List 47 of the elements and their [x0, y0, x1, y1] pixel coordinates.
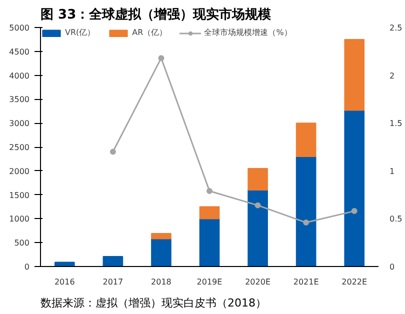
y-tick-label: 500: [14, 238, 30, 248]
y2-tick-label: 1.5: [390, 119, 402, 128]
x-tick-label: 2020E: [245, 278, 270, 286]
y2-tick-label: 0.5: [390, 214, 402, 224]
bar: [151, 238, 172, 266]
y-tick-label: 4500: [9, 47, 30, 56]
bar: [102, 256, 124, 266]
y2-tick-label: 0: [390, 262, 395, 272]
x-tick-label: 2017: [102, 278, 124, 286]
y-tick-label: 1000: [9, 214, 30, 224]
point: [158, 55, 164, 62]
bar: [199, 218, 220, 266]
bar: [296, 156, 316, 266]
x-tick-label: 2021E: [293, 278, 319, 286]
chart-title: 图 33：全球虚拟（增强）现实市场规模: [40, 6, 272, 22]
bar: [248, 190, 268, 266]
x-tick-label: 2019E: [196, 278, 222, 286]
source-note: 数据来源：虚拟（增强）现实白皮书（2018）: [40, 296, 266, 310]
y2-tick-label: 2.5: [390, 24, 402, 32]
y-tick-label: 3000: [9, 119, 30, 128]
legend-label: AR（亿）: [132, 27, 168, 38]
y-tick-label: 3500: [9, 95, 30, 104]
y2-tick-label: 1: [390, 166, 395, 176]
point: [351, 208, 358, 214]
bar: [151, 233, 172, 240]
y-tick-label: 5000: [9, 24, 30, 32]
y-tick-label: 4000: [9, 71, 30, 80]
bar: [199, 206, 220, 220]
point: [254, 202, 261, 208]
y-tick-label: 0: [24, 262, 30, 272]
y-tick-label: 2000: [9, 166, 30, 176]
point: [303, 220, 310, 226]
legend-label: 全球市场规模增速（%）: [204, 27, 292, 38]
bar: [344, 38, 365, 111]
x-tick-label: 2022E: [342, 278, 368, 286]
y2-tick-label: 2: [390, 71, 395, 80]
bar: [296, 122, 316, 158]
y-tick-label: 1500: [9, 190, 30, 200]
point: [110, 148, 116, 155]
x-tick-label: 2018: [151, 278, 172, 286]
legend-label: VR(亿）: [65, 27, 96, 38]
x-tick-label: 2016: [54, 278, 75, 286]
y-tick-label: 2500: [9, 143, 30, 152]
bar: [344, 110, 365, 266]
bar: [248, 168, 268, 191]
bar: [54, 262, 75, 266]
point: [206, 188, 212, 194]
